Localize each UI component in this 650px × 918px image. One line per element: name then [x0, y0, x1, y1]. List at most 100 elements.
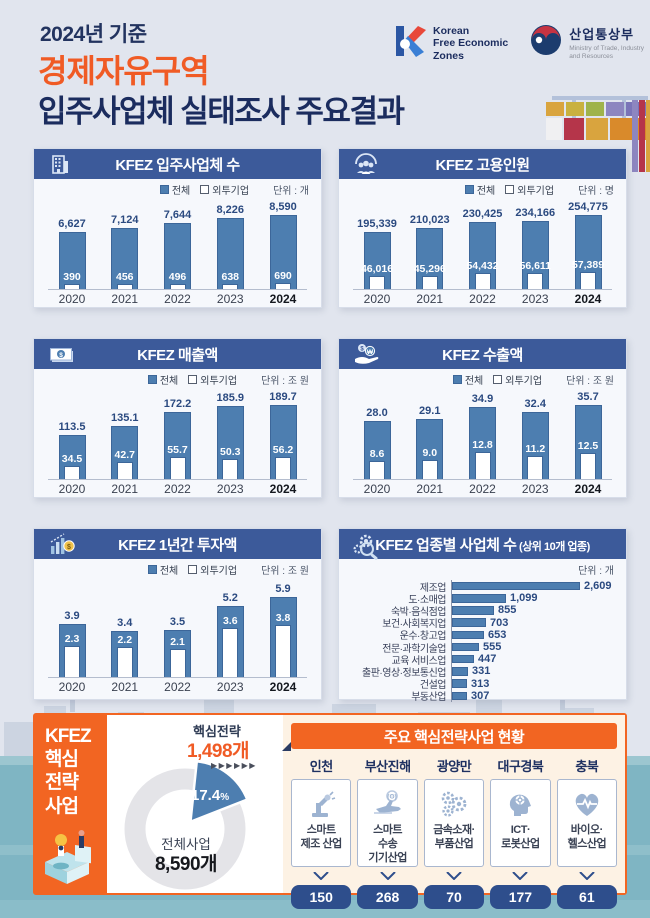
fdi-bar [169, 284, 186, 289]
hbar-zone: 307 [451, 689, 620, 702]
chart-titlebar: KFEZ 입주사업체 수 [34, 149, 321, 179]
legend-fdi-swatch [188, 564, 198, 574]
bio-health-icon [571, 788, 603, 820]
bar-group: 3.4 2.2 [101, 617, 149, 677]
chart-titlebar: KFEZ 업종별 사업체 수 (상위 10개 업종) [339, 529, 626, 560]
year-label: 2022 [469, 482, 496, 496]
donut-highlight-label: 핵심전략 [193, 724, 241, 739]
hbar-category-label: 건설업 [419, 680, 447, 692]
donut-chart [111, 737, 269, 902]
motie-logo-icon [530, 24, 562, 61]
fdi-value-label: 496 [168, 271, 187, 283]
total-bar: 496 [164, 223, 191, 289]
bar-group: 172.2 55.7 [154, 398, 202, 479]
total-value-label: 6,627 [58, 218, 86, 230]
robot-arm-icon [306, 788, 336, 820]
svg-text:₩: ₩ [367, 349, 374, 356]
legend-fdi-label: 외투기업 [212, 185, 250, 197]
industry-name: 스마트 제조 산업 [300, 824, 343, 852]
year-label: 2023 [216, 292, 244, 306]
year-label: 2021 [111, 680, 139, 694]
hbar-bar [452, 691, 467, 701]
total-bar: 2.2 [111, 631, 139, 677]
legend-total-swatch [147, 374, 157, 384]
total-value-label: 8,590 [269, 201, 297, 213]
industry-name-line: 스마트 [306, 824, 336, 836]
industry-name-line: 금속소재· [433, 824, 475, 836]
industry-name: ICT· 로봇산업 [501, 824, 540, 852]
year-label: 2021 [416, 292, 444, 306]
industry-name-line: 제조 산업 [300, 837, 343, 850]
fdi-bar [369, 461, 385, 479]
total-value-label: 195,339 [357, 218, 397, 230]
hbar-category-label: 제조업 [419, 582, 447, 594]
fdi-value-label: 2.1 [170, 636, 185, 648]
ict-robot-icon [505, 788, 535, 820]
bar-group: 135.1 42.7 [101, 412, 149, 479]
fdi-value-label: 55.7 [167, 444, 188, 456]
legend-fdi-swatch [188, 374, 198, 384]
count-pill: 61 [556, 885, 618, 909]
hbar-bar [452, 642, 479, 652]
bar-group: 230,425 54,432 [459, 208, 507, 289]
fdi-bar [169, 457, 186, 479]
fdi-bar [64, 646, 80, 677]
card-connector [579, 867, 595, 885]
strategy-section: KFEZ 핵심 전략 사업 핵심 [33, 713, 627, 909]
total-value-label: 189.7 [269, 391, 297, 403]
legend-total: 전체 [147, 562, 178, 577]
total-value-label: 7,644 [163, 209, 192, 221]
chart-titlebar: KFEZ 고용인원 [339, 149, 626, 179]
hbar-category-label: 교육 서비스업 [391, 655, 447, 667]
chart-titlebar: $ KFEZ 1년간 투자액 [34, 529, 321, 559]
chart-panel-exports: $ ₩ KFEZ 수출액 전체 외투기업 단위 : 조 원 28.0 8.6 29.1 9.0 34… [338, 338, 627, 498]
count-pill: 150 [291, 885, 352, 909]
fdi-bar [116, 284, 133, 289]
chart-legend: 전체 외투기업 단위 : 조 원 [34, 369, 321, 387]
total-bar: 456 [111, 228, 139, 289]
strategy-sidebar-line: 사업 [45, 795, 79, 817]
fdi-bar [580, 272, 596, 289]
legend-total-swatch [159, 184, 169, 194]
fdi-value-label: 56.2 [272, 444, 294, 456]
total-bar: 57,389 [571, 215, 605, 289]
chevrons-decoration: ▶▶▶▶▶▶ [211, 761, 257, 770]
fdi-bar [474, 273, 491, 289]
total-value-label: 234,166 [515, 207, 556, 219]
hbar-value-label: 307 [471, 689, 490, 702]
gear-magnifier-icon [353, 532, 383, 565]
bar-group: 5.2 3.6 [206, 592, 254, 677]
bar-chart-area: 113.5 34.5 135.1 42.7 172.2 55.7 185.9 50.3 189.… [48, 386, 307, 480]
industry-name: 바이오· 헬스산업 [568, 824, 607, 852]
transport-icon: (ʘ) [372, 788, 404, 820]
strategy-column-대구경북: 대구경북 ICT· 로봇산업 177 [490, 756, 551, 909]
fdi-value-label: 57,389 [571, 259, 605, 271]
hbar-row: 도·소매업 1,099 [347, 592, 620, 606]
hbar-category-label: 운수·창고업 [399, 631, 447, 643]
total-bar: 54,432 [466, 222, 499, 289]
chart-panel-investment: $ KFEZ 1년간 투자액 전체 외투기업 단위 : 조 원 3.9 2.3 3.4 2.2 3… [33, 528, 322, 700]
year-label: 2022 [164, 680, 191, 694]
hbar-category-label: 전문·과학기술업 [382, 643, 446, 655]
chart-title-suffix: (상위 10개 업종) [516, 540, 590, 553]
svg-text:$: $ [59, 352, 63, 359]
fdi-value-label: 12.8 [472, 439, 493, 451]
hand-coin-icon: $ ₩ [353, 342, 381, 371]
industry-name-line: 부품산업 [434, 837, 474, 850]
fdi-bar [421, 460, 438, 479]
year-label: 2021 [111, 292, 139, 306]
chart-legend: 전체 외투기업 단위 : 조 원 [34, 559, 321, 577]
industry-name-line: ICT· [510, 824, 531, 836]
fdi-bar [116, 462, 133, 479]
legend-total: 전체 [464, 182, 495, 197]
hbar-value-label: 447 [478, 653, 497, 666]
svg-text:(ʘ): (ʘ) [387, 794, 396, 801]
bar-group: 189.7 56.2 [259, 391, 307, 479]
total-bar: 3.6 [216, 606, 244, 677]
total-bar: 45,296 [414, 228, 446, 289]
chart-title: KFEZ 수출액 [442, 346, 523, 364]
total-bar: 3.8 [269, 597, 297, 677]
people-illustration [39, 822, 103, 889]
fdi-bar [275, 457, 291, 479]
year-axis: 2020 2021 2022 2023 2024 [48, 292, 307, 306]
